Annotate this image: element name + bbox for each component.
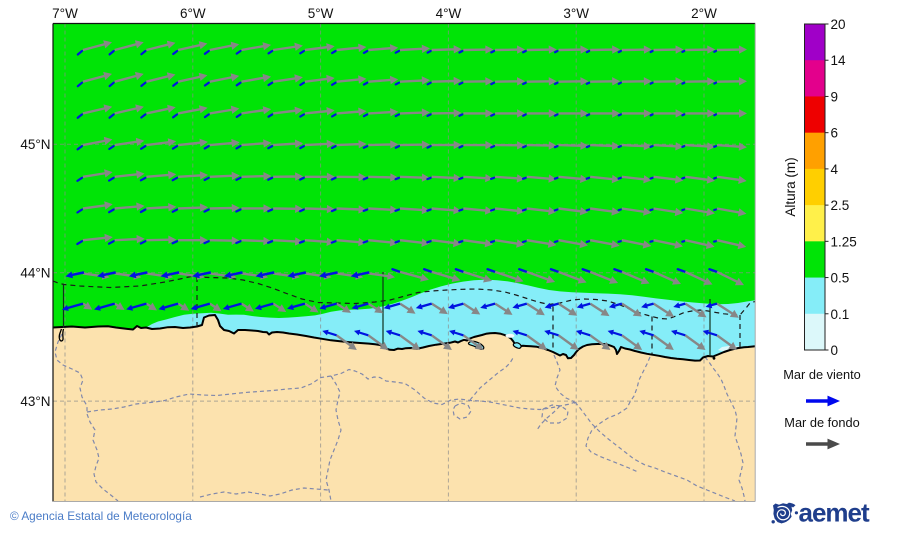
svg-text:45°N: 45°N [20,137,50,152]
svg-text:7°W: 7°W [52,6,78,21]
svg-text:6: 6 [831,126,839,141]
svg-text:3°W: 3°W [563,6,589,21]
svg-text:© Agencia Estatal de Meteorolo: © Agencia Estatal de Meteorología [10,509,192,523]
svg-text:44°N: 44°N [20,266,50,281]
svg-text:0.5: 0.5 [831,271,850,286]
svg-text:2.5: 2.5 [831,198,850,213]
svg-text:20: 20 [831,17,846,32]
svg-text:2°W: 2°W [691,6,717,21]
svg-text:6°W: 6°W [180,6,206,21]
svg-text:Altura (m): Altura (m) [783,157,798,216]
svg-text:4°W: 4°W [436,6,462,21]
svg-text:0.1: 0.1 [831,307,850,322]
svg-text:4: 4 [831,162,839,177]
svg-text:0: 0 [831,343,839,358]
svg-text:43°N: 43°N [20,394,50,409]
svg-text:aemet: aemet [799,498,870,528]
svg-text:9: 9 [831,89,839,104]
svg-text:14: 14 [831,53,847,68]
svg-text:1.25: 1.25 [831,234,857,249]
svg-text:Mar de viento: Mar de viento [783,367,861,382]
svg-text:Mar de fondo: Mar de fondo [784,415,859,430]
svg-text:5°W: 5°W [308,6,334,21]
